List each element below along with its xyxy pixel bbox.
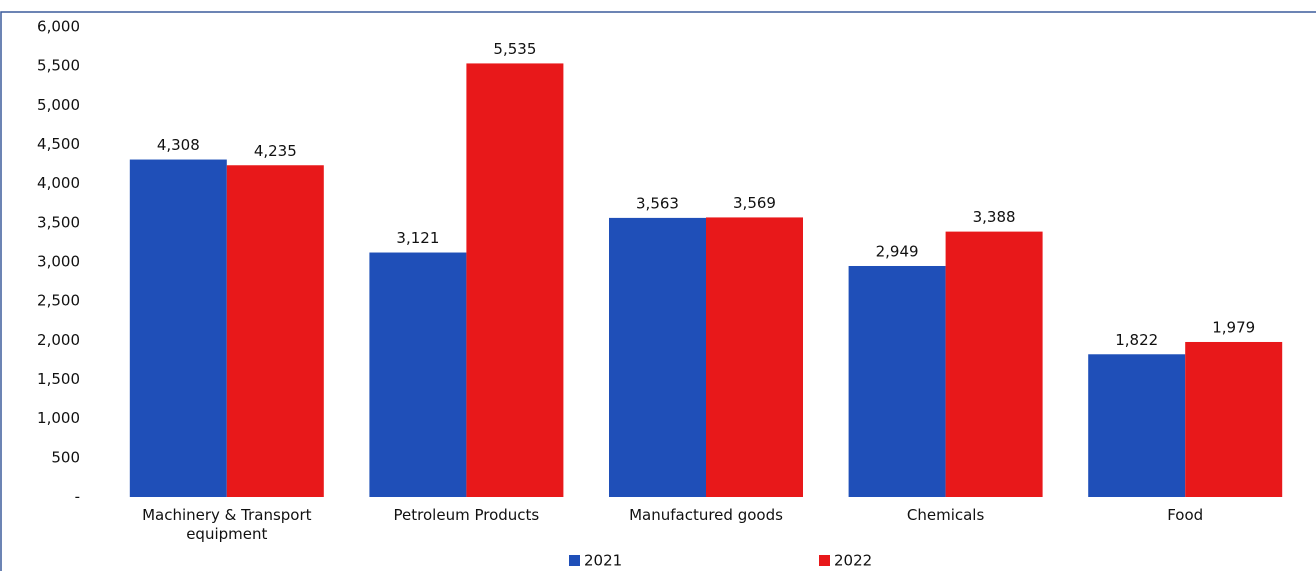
- y-tick-label: 5,500: [37, 57, 80, 75]
- bar: [129, 159, 227, 498]
- y-tick-label: 1,000: [37, 409, 80, 427]
- x-tick-label: Manufactured goods: [629, 506, 783, 524]
- y-tick-label: 2,500: [37, 292, 80, 310]
- x-tick-label: Petroleum Products: [393, 506, 540, 524]
- y-tick-label: 2,000: [37, 331, 80, 349]
- x-tick-label: Chemicals: [906, 506, 985, 524]
- y-tick-label: 3,500: [37, 213, 80, 231]
- legend-label: 2022: [834, 552, 872, 570]
- x-tick-label: Food: [1167, 506, 1204, 524]
- legend-label: 2021: [584, 552, 622, 570]
- y-tick-label: 1,500: [37, 370, 80, 388]
- y-tick-label: 6,000: [37, 18, 80, 36]
- y-tick-label: -: [75, 488, 80, 506]
- y-tick-label: 4,000: [37, 174, 80, 192]
- y-tick-label: 3,000: [37, 253, 80, 271]
- value-label: 1,979: [1212, 318, 1255, 336]
- y-tick-label: 5,000: [37, 96, 80, 114]
- value-label: 3,563: [636, 194, 679, 212]
- bar: [1088, 354, 1186, 497]
- legend-swatch: [569, 555, 580, 566]
- bar: [706, 217, 803, 497]
- value-label: 5,535: [493, 40, 536, 58]
- bar: [1185, 341, 1283, 497]
- y-tick-label: 4,500: [37, 135, 80, 153]
- bar: [226, 165, 324, 497]
- value-label: 3,121: [396, 229, 439, 247]
- value-label: 4,308: [157, 136, 200, 154]
- bar: [369, 252, 467, 497]
- bar: [945, 231, 1043, 497]
- frame: [0, 11, 1316, 571]
- bar: [466, 63, 564, 498]
- y-tick-label: 500: [51, 448, 80, 466]
- value-label: 1,822: [1115, 331, 1158, 349]
- value-label: 3,569: [733, 194, 776, 212]
- x-tick-label: Machinery & Transport equipment: [142, 506, 312, 543]
- value-label: 3,388: [973, 208, 1016, 226]
- legend-swatch: [819, 555, 830, 566]
- bar: [609, 217, 706, 498]
- value-label: 4,235: [254, 142, 297, 160]
- value-label: 2,949: [876, 242, 919, 260]
- bar: [848, 265, 946, 497]
